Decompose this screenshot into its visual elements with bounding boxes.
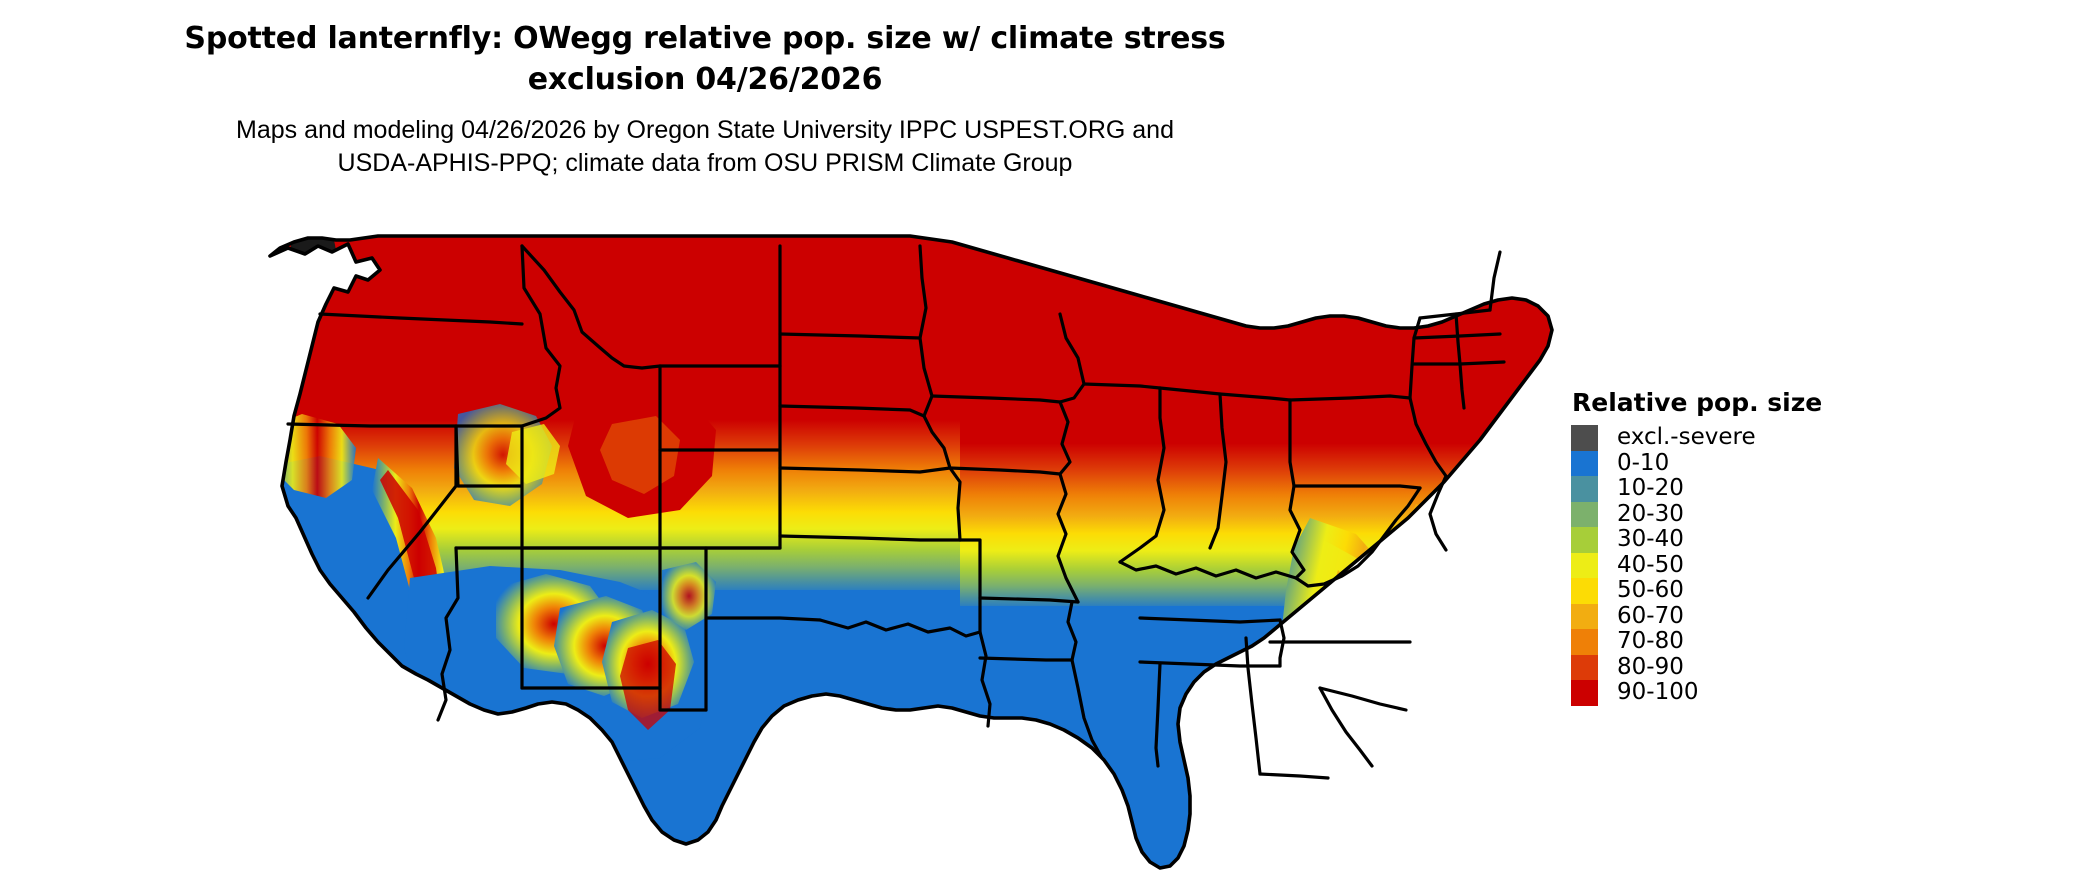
legend-color-swatch — [1571, 629, 1598, 655]
map-legend: Relative pop. size excl.-severe 0-10 10-20… — [1571, 389, 1901, 706]
raster-colorado-rockies — [568, 388, 716, 518]
legend-label: 0-10 — [1617, 449, 1670, 476]
map-subtitle: Maps and modeling 04/26/2026 by Oregon S… — [236, 116, 1174, 177]
page-title: Spotted lanternfly: OWegg relative pop. … — [184, 21, 1226, 97]
legend-label: 30-40 — [1617, 526, 1684, 553]
legend-color-swatch — [1571, 476, 1598, 502]
raster-appalachians — [1280, 518, 1402, 718]
legend-row: 30-40 — [1571, 527, 1901, 553]
raster-delmarva-warm — [1406, 548, 1458, 624]
legend-color-swatch — [1571, 527, 1598, 553]
legend-color-swatch — [1571, 680, 1598, 706]
raster-sangre-south — [662, 562, 716, 630]
legend-color-swatch — [1571, 552, 1598, 578]
legend-color-swatch — [1571, 450, 1598, 476]
legend-title: Relative pop. size — [1572, 388, 1823, 417]
legend-label: 80-90 — [1617, 653, 1684, 680]
choropleth-map — [260, 218, 1560, 878]
raster-band-east — [960, 396, 1552, 611]
raster-basin-high — [506, 424, 560, 484]
legend-row: 60-70 — [1571, 602, 1901, 629]
legend-row: 70-80 — [1571, 629, 1901, 655]
title-block: Spotted lanternfly: OWegg relative pop. … — [0, 18, 1410, 180]
legend-row: 10-20 — [1571, 476, 1901, 502]
raster-smokies — [1296, 688, 1322, 742]
legend-label: 50-60 — [1617, 577, 1684, 604]
raster-app-high — [1332, 570, 1370, 670]
legend-label: 40-50 — [1617, 551, 1684, 578]
legend-color-swatch — [1571, 578, 1598, 604]
raster-sacramento-mtn — [620, 640, 676, 730]
state-borders — [268, 234, 1554, 870]
raster-blue-ridge-south — [1286, 670, 1330, 746]
legend-label: 10-20 — [1617, 475, 1684, 502]
legend-color-swatch — [1571, 654, 1598, 680]
legend-row: 0-10 — [1571, 449, 1901, 476]
legend-row: 80-90 — [1571, 653, 1901, 680]
legend-row: 20-30 — [1571, 500, 1901, 527]
legend-label: 60-70 — [1617, 602, 1684, 629]
legend-row: 90-100 — [1571, 680, 1901, 706]
legend-label: 90-100 — [1617, 679, 1699, 706]
map-svg — [268, 234, 1554, 870]
legend-color-swatch — [1571, 603, 1598, 629]
legend-color-swatch — [1571, 425, 1598, 451]
legend-label: 20-30 — [1617, 500, 1684, 527]
legend-row: 50-60 — [1571, 578, 1901, 604]
legend-label: excl.-severe — [1617, 424, 1756, 451]
raster-chesapeake-cool — [1386, 610, 1452, 690]
legend-color-swatch — [1571, 501, 1598, 527]
legend-items: excl.-severe 0-10 10-20 20-30 30-40 40-50 50-6… — [1571, 425, 1901, 706]
legend-row: excl.-severe — [1571, 425, 1901, 451]
legend-row: 40-50 — [1571, 551, 1901, 578]
raster-base-south-east — [960, 606, 1552, 868]
legend-label: 70-80 — [1617, 628, 1684, 655]
